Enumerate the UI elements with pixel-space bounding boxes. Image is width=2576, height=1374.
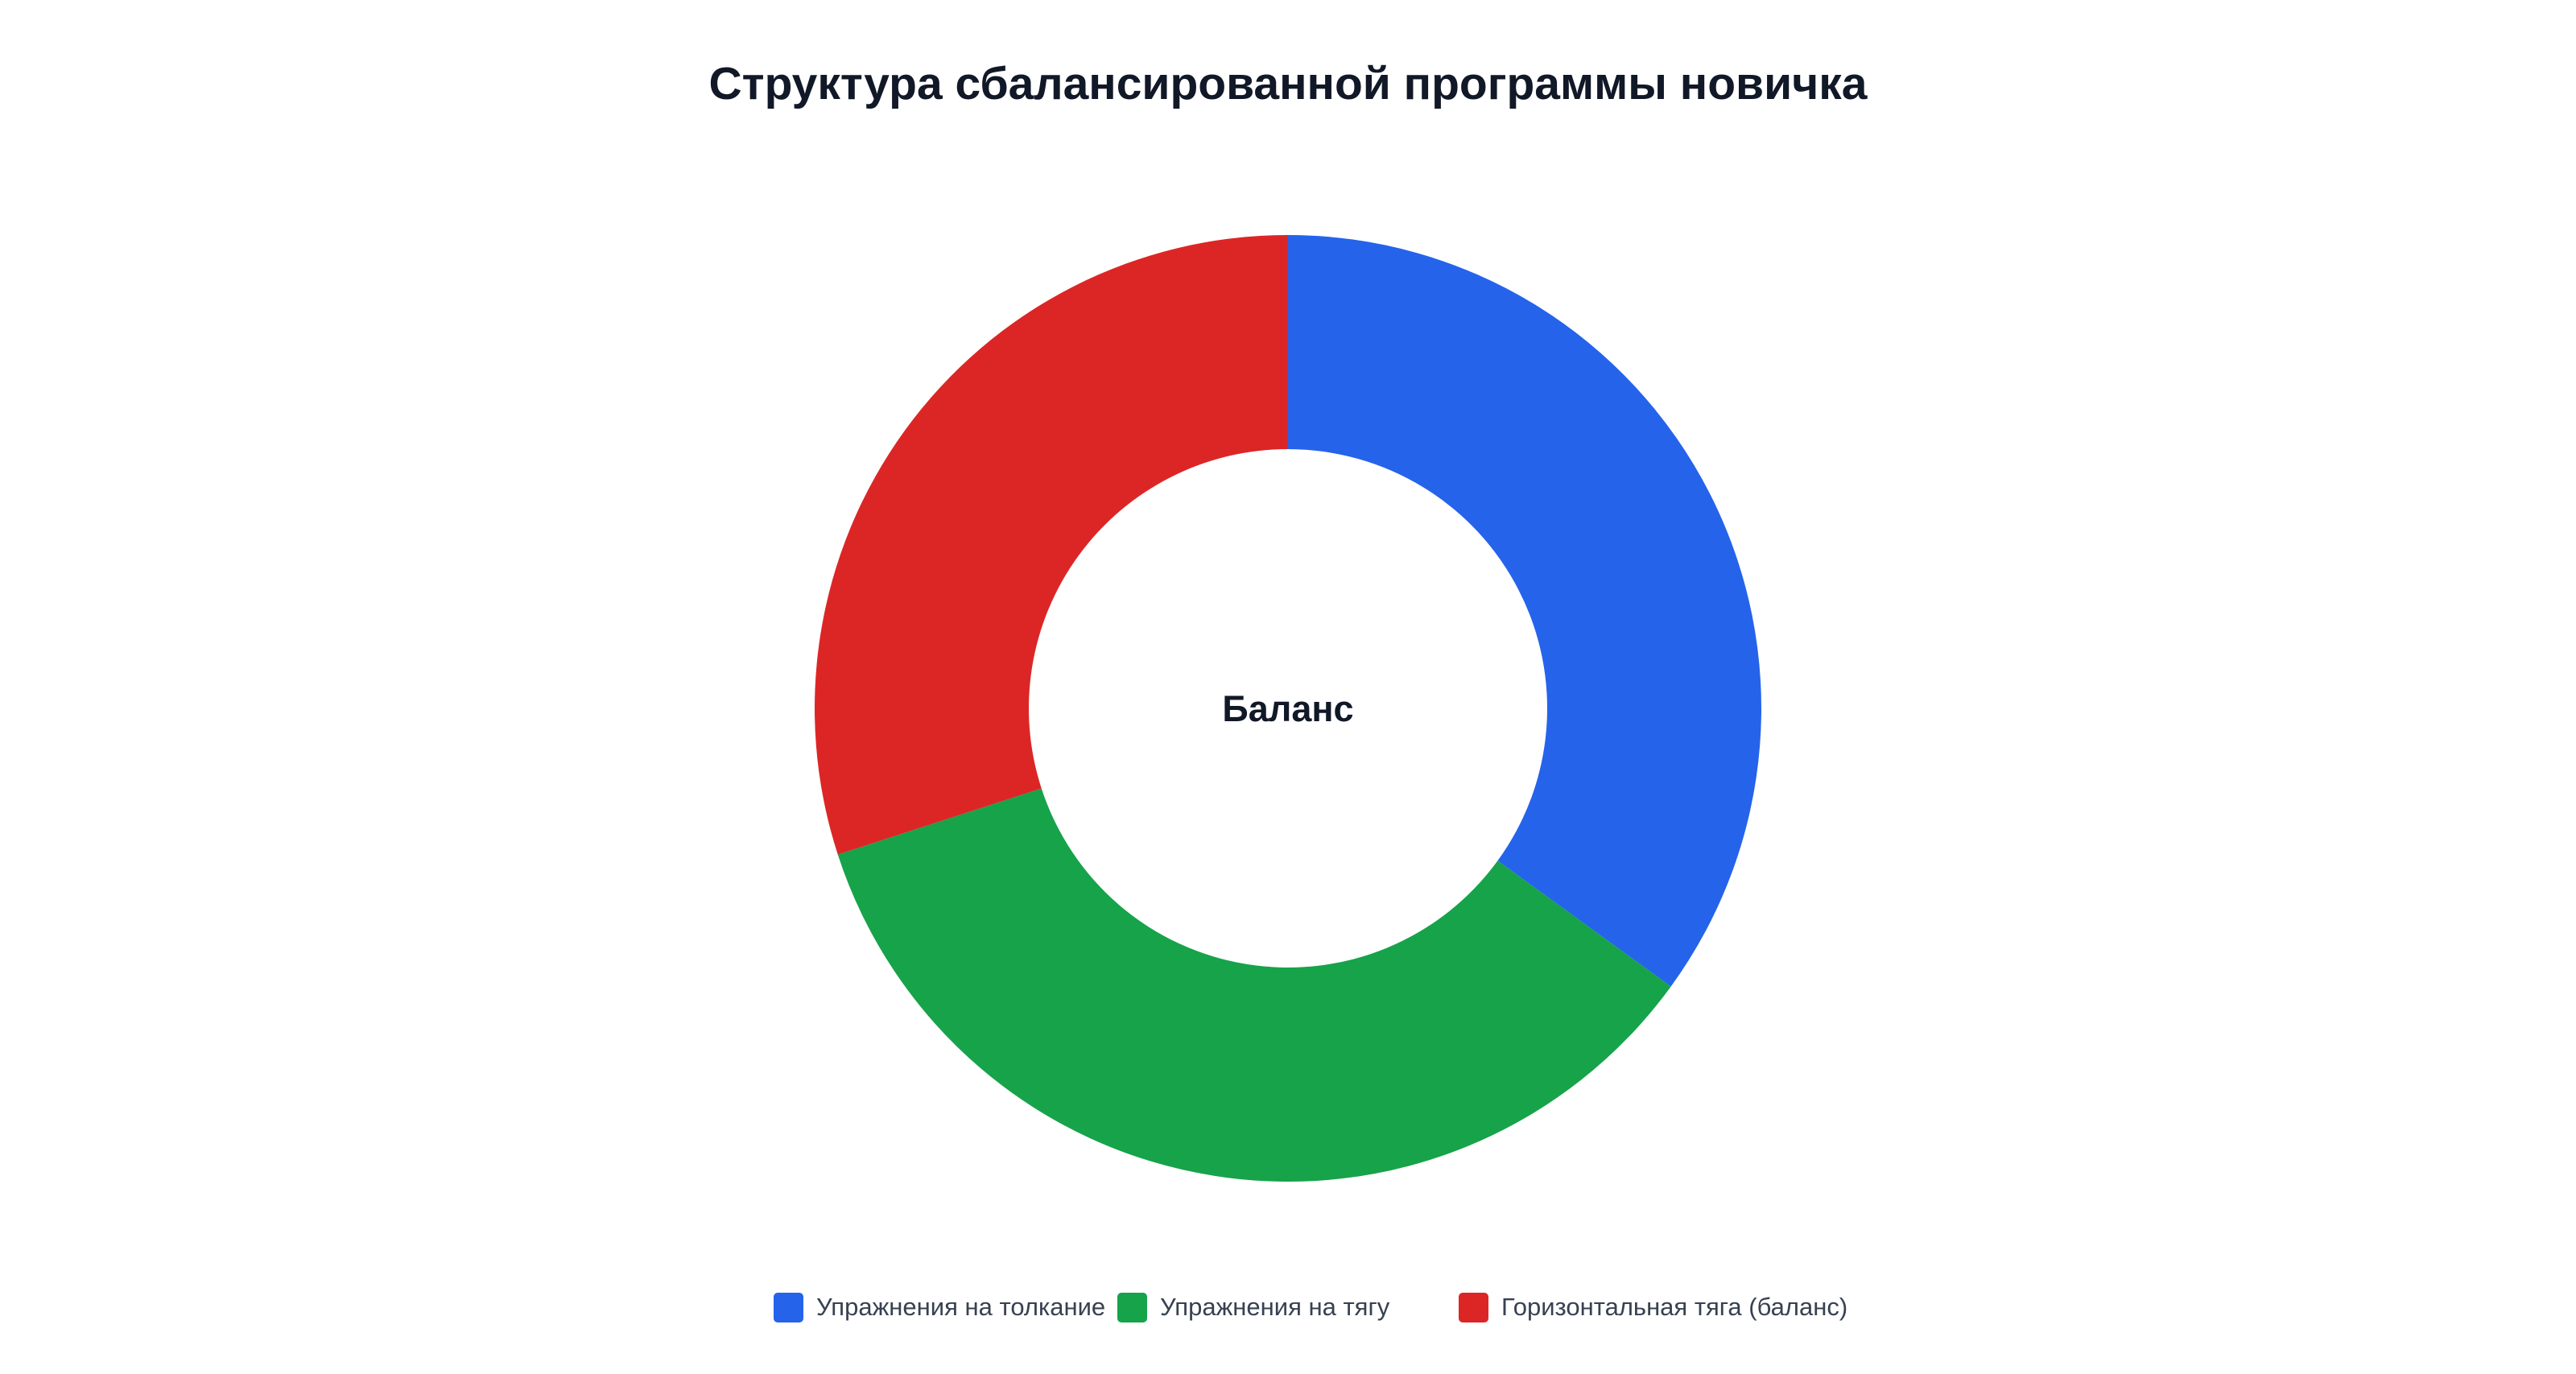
legend-swatch[interactable] (774, 1293, 803, 1322)
legend-swatch[interactable] (1117, 1293, 1147, 1322)
chart-title: Структура сбалансированной программы нов… (709, 58, 1868, 109)
legend-label[interactable]: Упражнения на тягу (1160, 1293, 1390, 1321)
slice (1288, 235, 1761, 987)
slice (837, 788, 1671, 1182)
slice (815, 235, 1288, 855)
legend-swatch[interactable] (1459, 1293, 1488, 1322)
center-label: Баланс (1222, 688, 1353, 729)
legend-label[interactable]: Горизонтальная тяга (баланс) (1501, 1293, 1847, 1321)
legend-label[interactable]: Упражнения на толкание (816, 1293, 1105, 1321)
